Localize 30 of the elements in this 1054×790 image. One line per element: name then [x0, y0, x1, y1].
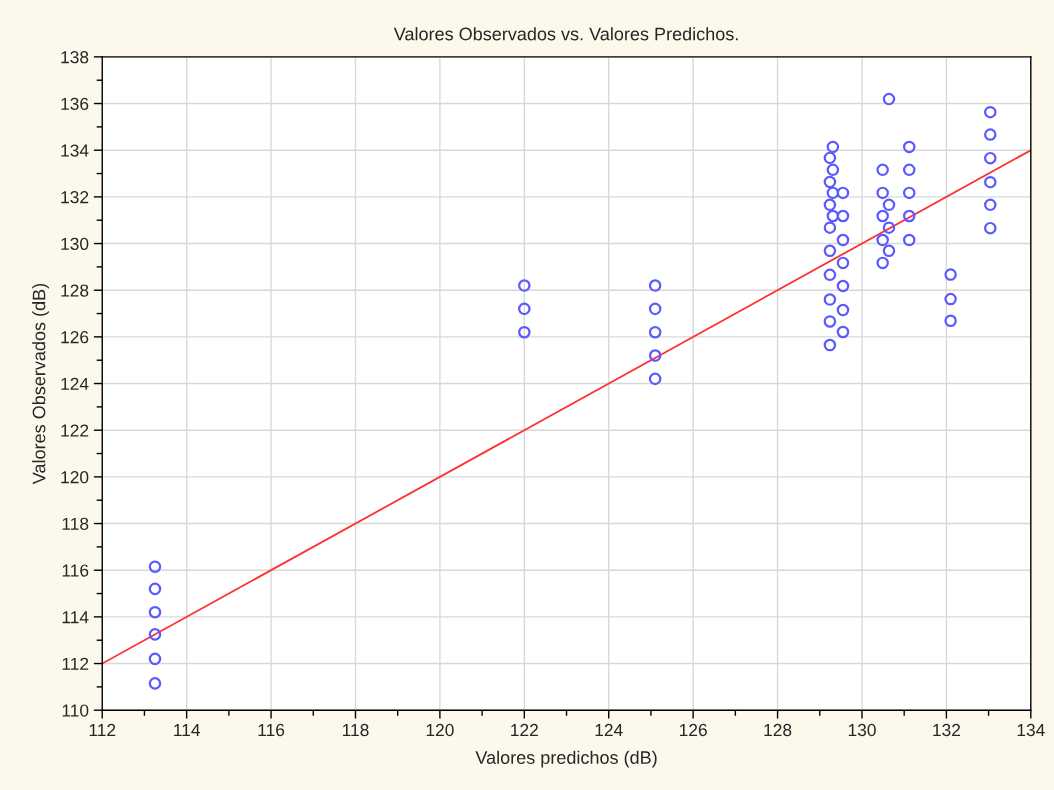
y-tick-label: 122: [61, 424, 89, 437]
y-tick-label: 124: [61, 377, 89, 390]
y-tick-label: 130: [61, 237, 89, 251]
y-tick-label: 118: [62, 517, 89, 531]
x-tick-label: 118: [342, 723, 369, 737]
x-tick-label: 130: [848, 723, 876, 737]
y-tick-label: 128: [61, 284, 89, 297]
y-tick-label: 132: [61, 191, 89, 204]
y-tick-label: 138: [61, 51, 89, 64]
y-tick-label: 136: [61, 97, 89, 111]
x-tick-label: 120: [426, 723, 454, 737]
y-axis-title: Valores Observados (dB): [32, 283, 49, 485]
y-tick-label: 112: [62, 657, 89, 670]
y-tick-label: 114: [62, 611, 89, 624]
x-tick-label: 112: [89, 723, 116, 736]
y-tick-label: 126: [61, 331, 89, 344]
x-tick-label: 124: [595, 723, 623, 736]
chart-title: Valores Observados vs. Valores Predichos.: [393, 27, 738, 41]
x-tick-label: 126: [679, 723, 707, 737]
x-tick-label: 132: [933, 723, 961, 737]
y-tick-label: 120: [61, 471, 89, 484]
y-tick-label: 110: [62, 704, 89, 717]
y-tick-label: 134: [61, 144, 89, 157]
x-axis-title: Valores predichos (dB): [475, 750, 657, 768]
x-tick-label: 114: [174, 724, 200, 736]
x-tick-label: 134: [1017, 723, 1045, 737]
x-tick-label: 122: [511, 723, 538, 736]
x-tick-label: 116: [258, 723, 285, 737]
y-tick-label: 116: [62, 564, 89, 577]
x-tick-label: 128: [764, 723, 792, 737]
